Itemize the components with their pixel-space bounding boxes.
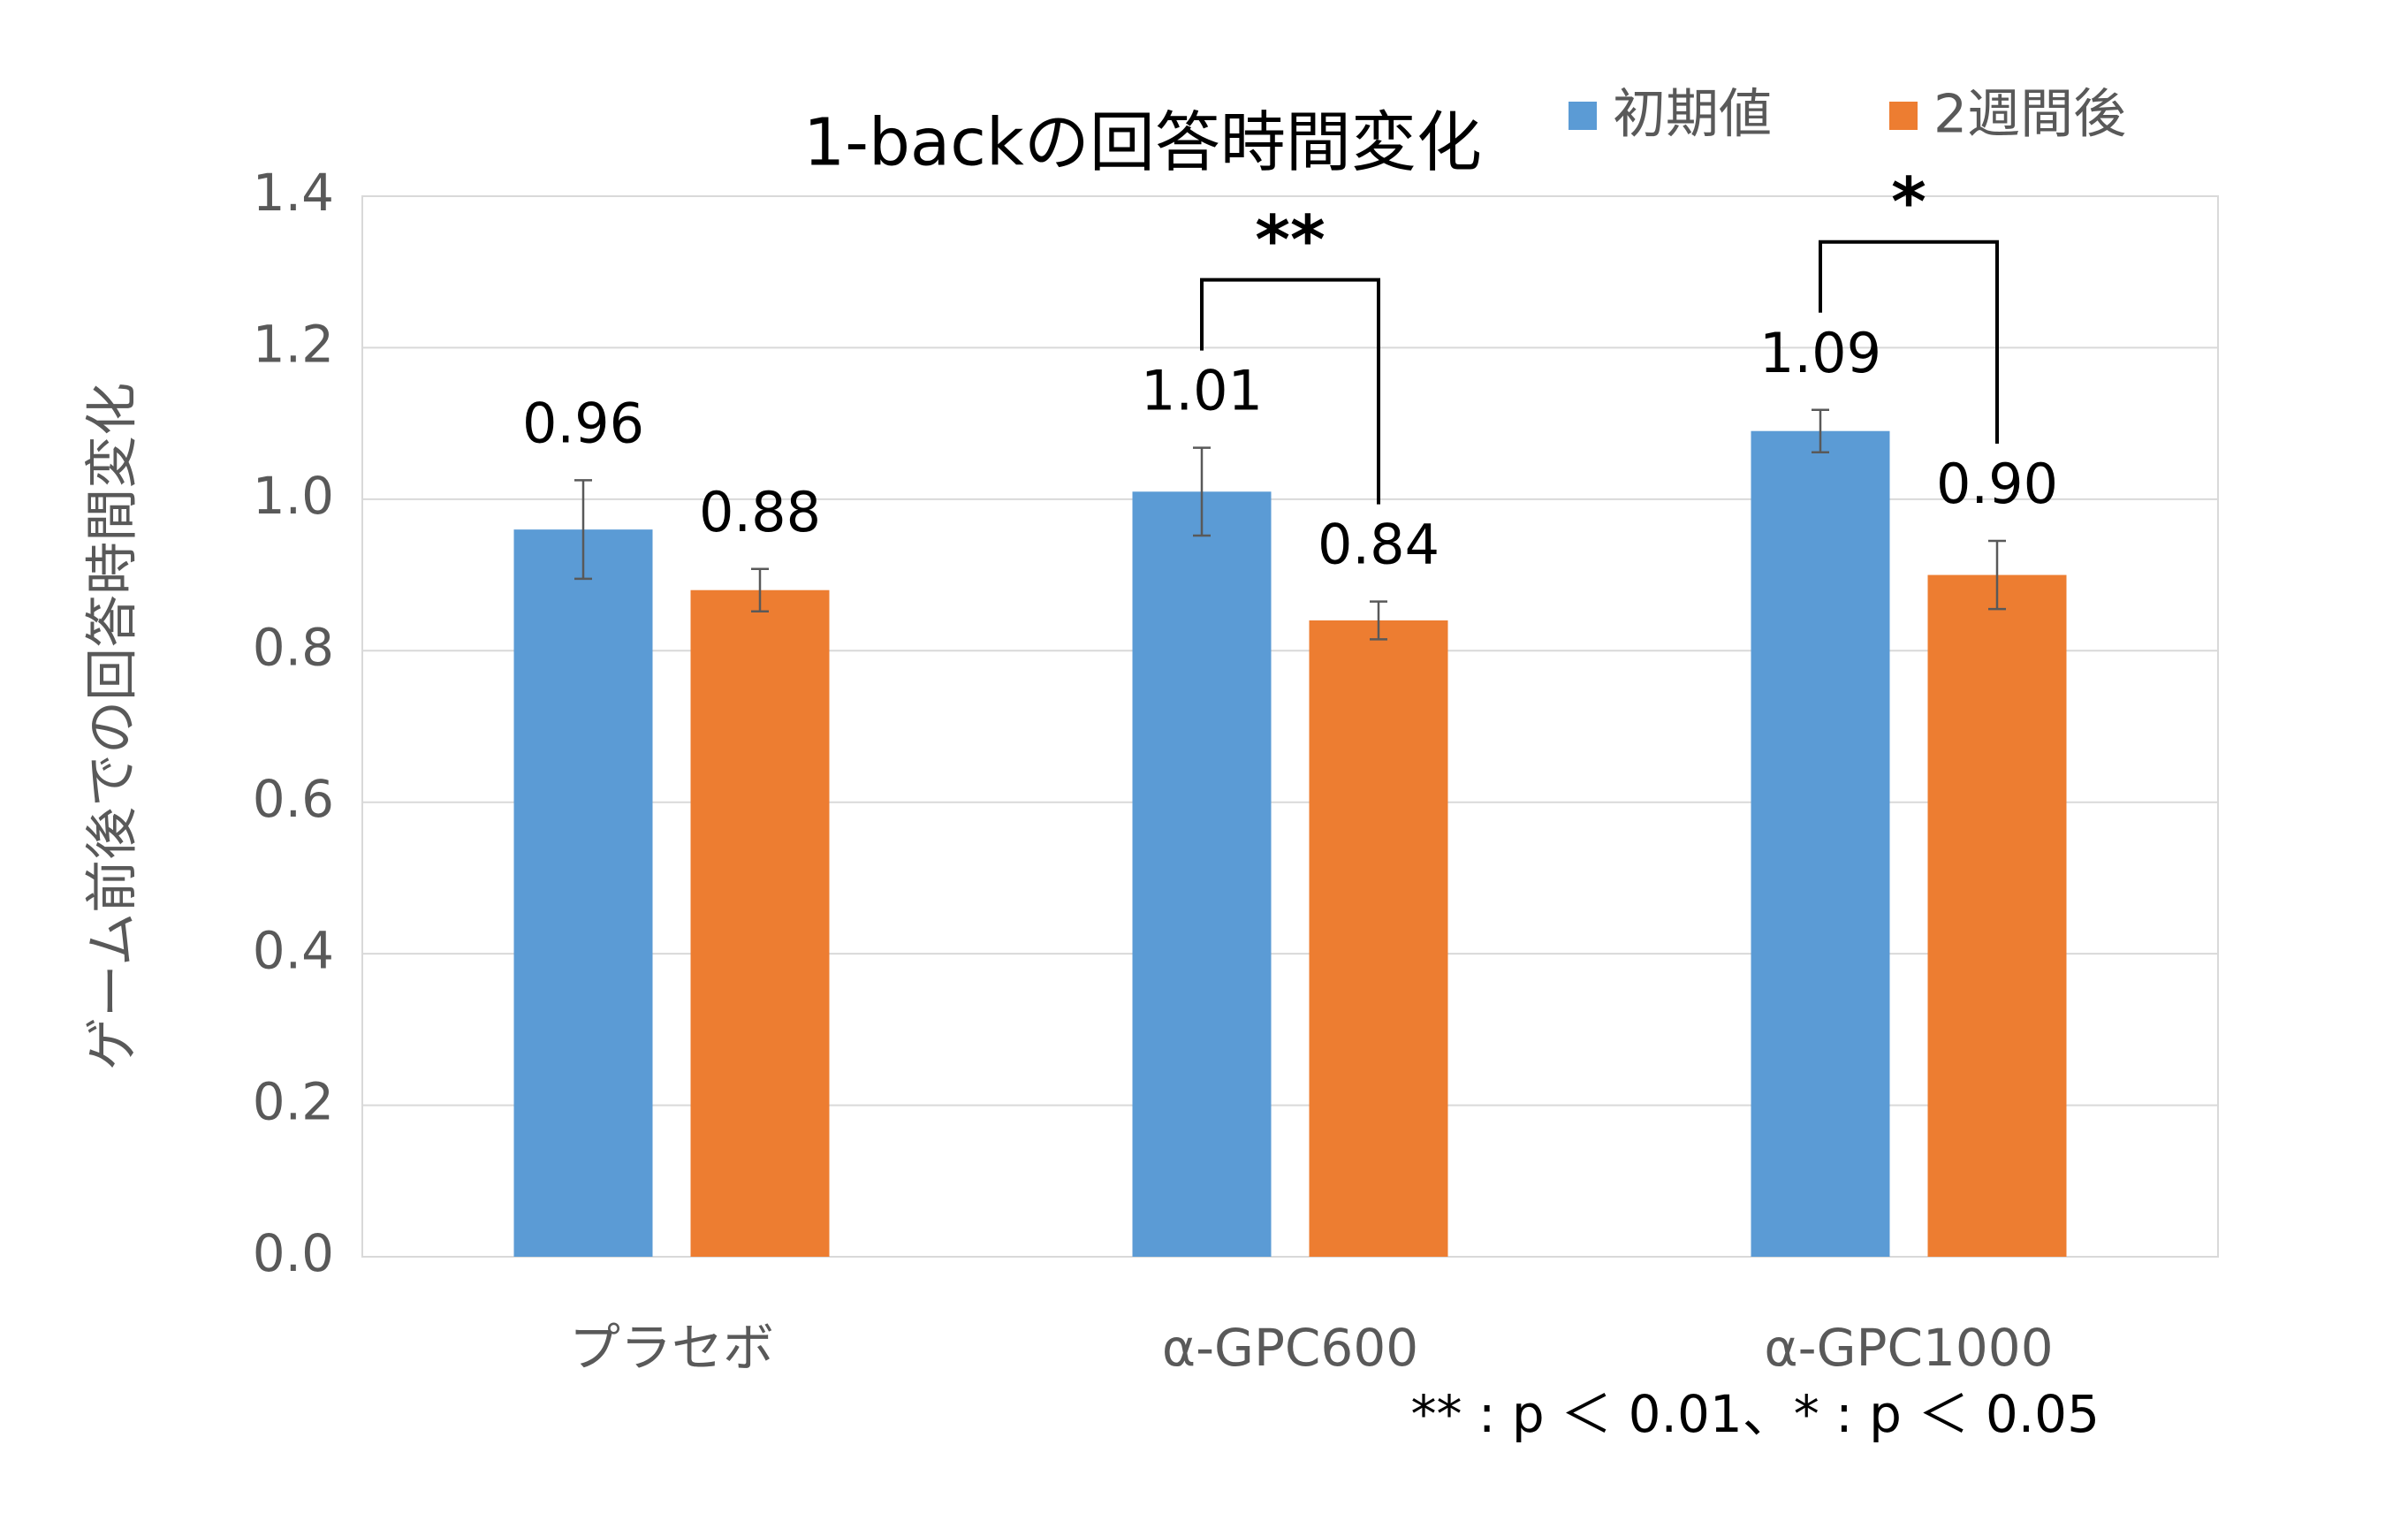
y-tick-label: 1.4 xyxy=(253,163,334,223)
value-label: 1.01 xyxy=(1141,359,1263,423)
y-tick-label: 0.2 xyxy=(253,1072,334,1132)
value-label: 0.96 xyxy=(522,392,644,456)
bar xyxy=(1927,574,2067,1257)
y-tick-label: 1.0 xyxy=(253,466,334,526)
value-label: 0.88 xyxy=(699,480,821,544)
bar xyxy=(1309,620,1448,1257)
significance-label: ** xyxy=(1255,201,1326,279)
value-label: 0.84 xyxy=(1318,513,1439,577)
y-tick-label: 0.4 xyxy=(253,920,334,980)
significance-bracket xyxy=(1819,240,1999,444)
y-tick-label: 1.2 xyxy=(253,315,334,375)
y-tick-label: 0.0 xyxy=(253,1223,334,1283)
plot-border xyxy=(361,195,2219,1258)
chart-title: 1-backの回答時間変化 xyxy=(803,105,1482,181)
significance-bracket xyxy=(1200,278,1380,505)
y-axis-title: ゲーム前後での回答時間変化 xyxy=(82,383,144,1070)
y-tick-label: 0.8 xyxy=(253,617,334,677)
bar xyxy=(1751,430,1890,1257)
footnote: ** : p ＜ 0.01、* : p ＜ 0.05 xyxy=(1411,1384,2100,1444)
value-label: 1.09 xyxy=(1759,321,1881,385)
bar xyxy=(513,529,653,1257)
significance-label: * xyxy=(1891,163,1926,241)
bar xyxy=(690,589,830,1257)
legend-label: 2週間後 xyxy=(1933,84,2126,146)
y-tick-label: 0.6 xyxy=(253,769,334,829)
legend-label: 初期値 xyxy=(1613,84,1772,146)
x-tick-label: プラセボ xyxy=(569,1318,774,1378)
value-label: 0.90 xyxy=(1936,452,2058,516)
x-tick-label: α-GPC1000 xyxy=(1764,1318,2053,1378)
legend-swatch xyxy=(1569,102,1597,130)
x-tick-label: α-GPC600 xyxy=(1162,1318,1418,1378)
bar xyxy=(1132,491,1272,1257)
legend-swatch xyxy=(1889,102,1918,130)
